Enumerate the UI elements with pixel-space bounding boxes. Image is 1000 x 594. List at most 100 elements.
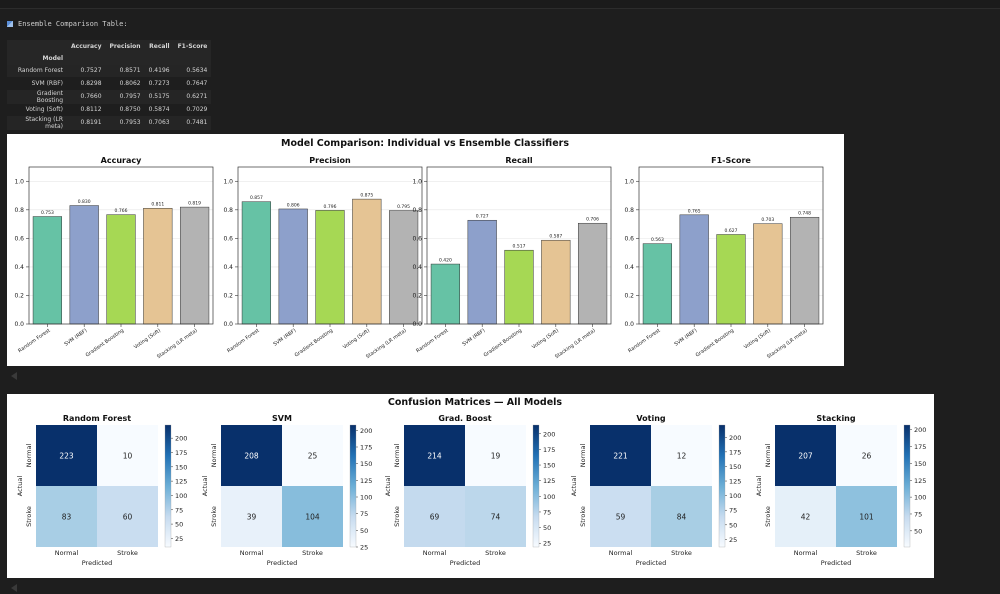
heatmap-cell <box>282 425 343 486</box>
y-axis-label: Actual <box>201 476 209 497</box>
output-label: Ensemble Comparison Table: <box>7 20 128 28</box>
colorbar-tick-label: 50 <box>175 521 183 529</box>
x-tick-label: Voting (Soft) <box>531 328 560 351</box>
x-tick-label: Gradient Boosting <box>294 328 334 359</box>
y-tick-label: 1.0 <box>624 178 634 185</box>
colorbar-tick-label: 100 <box>175 492 187 500</box>
x-tick-label: Normal <box>609 549 633 557</box>
table-cell: 0.8062 <box>119 79 141 87</box>
collapse-output-arrow[interactable] <box>11 584 17 592</box>
heatmap-cell <box>651 486 712 547</box>
x-axis-label: Predicted <box>821 559 852 567</box>
cell-value: 74 <box>491 513 501 522</box>
output-label-text: Ensemble Comparison Table: <box>18 20 128 28</box>
heatmap-cell <box>404 425 465 486</box>
y-tick-label: 0.6 <box>412 235 422 242</box>
y-tick-label: 0.0 <box>223 321 233 328</box>
cell-value: 59 <box>616 513 626 522</box>
cell-value: 221 <box>613 452 628 461</box>
table-icon <box>7 21 13 27</box>
cell-value: 223 <box>59 452 74 461</box>
column-header: Recall <box>144 40 174 53</box>
heatmap-cell <box>97 425 158 486</box>
cell-value: 101 <box>859 513 874 522</box>
confusion-matrix: Grad. Boost 214 19 69 74 Normal Stroke Normal St… <box>384 414 555 567</box>
confusion-matrix: Stacking 207 26 42 101 Normal Stroke Normal Stro… <box>755 414 926 567</box>
bar-value-label: 0.563 <box>651 237 664 243</box>
y-tick-label: 0.2 <box>624 292 634 299</box>
x-tick-label: Stacking (LR meta) <box>156 328 199 360</box>
colorbar-tick-label: 50 <box>543 524 551 532</box>
y-axis-label: Actual <box>755 476 763 497</box>
y-tick-label: Stroke <box>764 506 772 527</box>
cell-value: 69 <box>430 513 440 522</box>
colorbar-tick-label: 25 <box>360 544 368 552</box>
subplot-title: F1-Score <box>711 156 751 165</box>
table-cell: 0.4196 <box>148 67 170 75</box>
colorbar-tick-label: 25 <box>729 536 737 544</box>
comparison-table: Accuracy Precision Recall F1-Score Model… <box>7 40 212 130</box>
table-cell: 0.7481 <box>186 119 208 127</box>
y-tick-label: 0.0 <box>412 321 422 328</box>
heatmap-cell <box>775 425 836 486</box>
colorbar-tick-label: 100 <box>543 493 555 501</box>
bar <box>278 208 308 325</box>
colorbar <box>903 424 911 548</box>
table-cell: 0.5175 <box>148 93 170 101</box>
figure-title: Model Comparison: Individual vs Ensemble… <box>281 138 569 149</box>
subplot-title: Precision <box>309 156 351 165</box>
bar-value-label: 0.703 <box>761 217 774 223</box>
column-header: F1-Score <box>173 40 212 53</box>
table-index-name-row: Model <box>7 52 212 65</box>
bar <box>388 210 419 325</box>
x-tick-label: Voting (Soft) <box>133 328 162 351</box>
bar-value-label: 0.830 <box>78 199 91 205</box>
bar <box>789 216 820 325</box>
y-tick-label: Normal <box>210 444 218 468</box>
bar <box>541 239 571 325</box>
cell-value: 104 <box>305 513 320 522</box>
y-tick-label: Stroke <box>25 506 33 527</box>
colorbar-tick-label: 75 <box>360 510 368 518</box>
heatmap-cell <box>836 425 897 486</box>
table-row: Voting (Soft) 0.8112 0.8750 0.5874 0.702… <box>7 103 212 116</box>
y-tick-label: 0.2 <box>223 292 233 299</box>
matrix-title: Voting <box>636 414 666 423</box>
top-toolbar <box>0 0 1000 9</box>
colorbar-tick-label: 75 <box>914 510 922 518</box>
collapse-output-arrow[interactable] <box>11 372 17 380</box>
cell-value: 12 <box>677 452 687 461</box>
table-cell: 0.6271 <box>186 93 208 101</box>
x-tick-label: Stacking (LR meta) <box>766 328 809 360</box>
x-tick-label: Stroke <box>856 549 877 557</box>
bar <box>716 234 746 325</box>
matrix-title: SVM <box>272 414 292 423</box>
bar-value-label: 0.795 <box>397 204 410 210</box>
x-tick-label: Stroke <box>485 549 506 557</box>
table-cell: 0.8191 <box>80 119 102 127</box>
row-label: Stacking (LR meta) <box>25 115 63 130</box>
colorbar-tick-label: 150 <box>914 460 926 468</box>
colorbar-tick-label: 175 <box>729 448 741 456</box>
index-name: Model <box>7 52 67 65</box>
x-tick-label: SVM (RBF) <box>673 328 698 348</box>
bar-value-label: 0.875 <box>360 193 373 199</box>
x-tick-label: SVM (RBF) <box>461 328 486 348</box>
table-cell: 0.7527 <box>80 67 102 75</box>
x-tick-label: Normal <box>55 549 79 557</box>
y-tick-label: 0.8 <box>624 207 634 214</box>
x-tick-label: Stacking (LR meta) <box>365 328 408 360</box>
bar <box>467 219 497 325</box>
heatmap-cell <box>221 486 282 547</box>
colorbar-tick-label: 150 <box>360 460 372 468</box>
colorbar-tick-label: 50 <box>360 527 368 535</box>
x-tick-label: Gradient Boosting <box>695 328 735 359</box>
y-tick-label: Normal <box>764 444 772 468</box>
heatmap-cell <box>775 486 836 547</box>
colorbar-tick-label: 150 <box>729 463 741 471</box>
y-tick-label: 0.4 <box>412 264 422 271</box>
y-tick-label: Normal <box>393 444 401 468</box>
colorbar-tick-label: 75 <box>729 507 737 515</box>
y-tick-label: Stroke <box>393 506 401 527</box>
colorbar-tick-label: 75 <box>175 506 183 514</box>
